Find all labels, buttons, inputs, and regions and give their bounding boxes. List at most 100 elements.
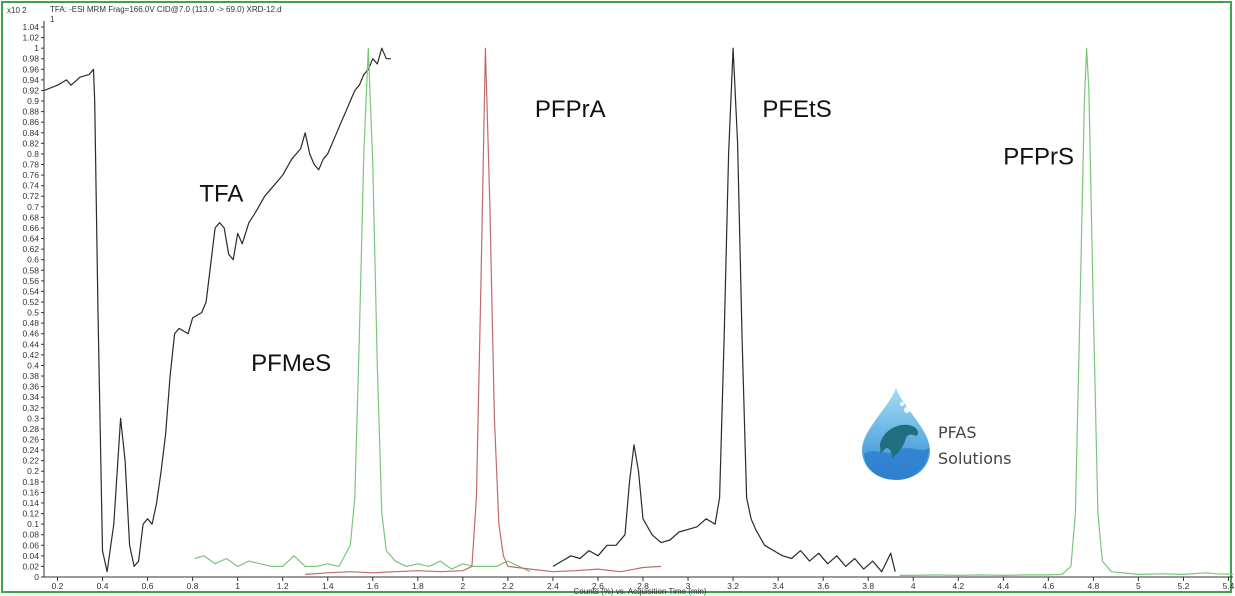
y-tick-label: 0.96 bbox=[22, 64, 39, 74]
x-tick-label: 2.8 bbox=[637, 581, 649, 591]
x-tick-label: 5.4 bbox=[1223, 581, 1235, 591]
y-tick-label: 0.6 bbox=[27, 255, 39, 265]
peak-labels: TFA PFMeS PFPrA PFEtS PFPrS bbox=[199, 96, 1074, 377]
logo-text-line1: PFAS bbox=[938, 423, 976, 442]
y-tick-label: 0.98 bbox=[22, 54, 39, 64]
series-line-1 bbox=[43, 47, 391, 573]
wave-icon bbox=[864, 448, 929, 479]
y-tick-label: 0.14 bbox=[22, 498, 39, 508]
x-tick-label: 5.2 bbox=[1178, 581, 1190, 591]
y-tick-label: 0.12 bbox=[22, 509, 39, 519]
y-tick-label: 0.94 bbox=[22, 75, 39, 85]
y-tick-label: 0.1 bbox=[27, 519, 39, 529]
y-tick-label: 0.22 bbox=[22, 456, 39, 466]
y-multiplier: x10 2 bbox=[7, 6, 27, 15]
y-axis-ticks: 00.020.040.060.080.10.120.140.160.180.20… bbox=[22, 22, 44, 582]
y-tick-label: 0.58 bbox=[22, 265, 39, 275]
x-tick-label: 1.6 bbox=[367, 581, 379, 591]
y-tick-label: 0.38 bbox=[22, 371, 39, 381]
y-tick-label: 0.34 bbox=[22, 392, 39, 402]
peak-label-pfprs: PFPrS bbox=[1003, 144, 1074, 171]
y-tick-label: 0.82 bbox=[22, 138, 39, 148]
x-tick-label: 0.4 bbox=[97, 581, 109, 591]
y-tick-label: 1.02 bbox=[22, 33, 39, 43]
x-tick-label: 0.6 bbox=[142, 581, 154, 591]
peak-label-pfmes: PFMeS bbox=[251, 350, 331, 377]
y-tick-label: 0.72 bbox=[22, 191, 39, 201]
x-tick-label: 1.8 bbox=[412, 581, 424, 591]
x-tick-label: 0.2 bbox=[52, 581, 64, 591]
peak-label-tfa: TFA bbox=[199, 181, 243, 208]
y-tick-label: 0.86 bbox=[22, 117, 39, 127]
x-axis-ticks: 0.2 0.4 0.6 0.8 1 1.2 1.4 1.6 1.8 2 2.2 2.4 2.6 2.8 3 3… bbox=[52, 577, 1235, 591]
series-line-3 bbox=[194, 47, 531, 573]
x-tick-label: 3 bbox=[686, 581, 691, 591]
x-tick-label: 1.4 bbox=[322, 581, 334, 591]
x-tick-label: 1 bbox=[235, 581, 240, 591]
series-line-4 bbox=[305, 47, 662, 575]
x-tick-label: 2.4 bbox=[547, 581, 559, 591]
x-tick-label: 3.4 bbox=[772, 581, 784, 591]
y-tick-label: 0.16 bbox=[22, 487, 39, 497]
x-tick-label: 0.8 bbox=[187, 581, 199, 591]
y-tick-label: 0.02 bbox=[22, 561, 39, 571]
series-line-5 bbox=[899, 47, 1234, 576]
y-tick-label: 0.78 bbox=[22, 160, 39, 170]
y-tick-label: 0.9 bbox=[27, 96, 39, 106]
y-tick-label: 0.2 bbox=[27, 466, 39, 476]
y-tick-label: 0.88 bbox=[22, 107, 39, 117]
y-tick-label: 0.08 bbox=[22, 530, 39, 540]
y-tick-label: 1.04 bbox=[22, 22, 39, 32]
y-tick-label: 0.52 bbox=[22, 297, 39, 307]
y-tick-label: 0.84 bbox=[22, 128, 39, 138]
y-tick-label: 0.56 bbox=[22, 276, 39, 286]
x-tick-label: 4.4 bbox=[997, 581, 1009, 591]
y-tick-label: 0.76 bbox=[22, 170, 39, 180]
peak-label-pfets: PFEtS bbox=[762, 96, 831, 123]
y-tick-label: 0.42 bbox=[22, 350, 39, 360]
x-tick-label: 2.2 bbox=[502, 581, 514, 591]
y-tick-label: 0.36 bbox=[22, 382, 39, 392]
series-group bbox=[43, 47, 1234, 576]
x-tick-label: 3.8 bbox=[862, 581, 874, 591]
x-tick-label: 4 bbox=[911, 581, 916, 591]
chart-header-index: 1 bbox=[50, 15, 55, 24]
y-tick-label: 0 bbox=[34, 572, 39, 582]
y-tick-label: 0.04 bbox=[22, 551, 39, 561]
y-tick-label: 0.3 bbox=[27, 413, 39, 423]
x-tick-label: 5 bbox=[1136, 581, 1141, 591]
y-tick-label: 0.24 bbox=[22, 445, 39, 455]
series-line-2 bbox=[552, 47, 896, 573]
y-tick-label: 0.62 bbox=[22, 244, 39, 254]
x-tick-label: 3.2 bbox=[727, 581, 739, 591]
y-tick-label: 0.18 bbox=[22, 477, 39, 487]
x-tick-label: 4.2 bbox=[952, 581, 964, 591]
y-tick-label: 0.4 bbox=[27, 360, 39, 370]
bubble-icon bbox=[904, 407, 910, 413]
bubble-icon-small bbox=[900, 402, 904, 406]
y-tick-label: 0.92 bbox=[22, 85, 39, 95]
fish-icon bbox=[880, 424, 919, 458]
logo-text-line2: Solutions bbox=[938, 449, 1012, 468]
y-tick-label: 0.5 bbox=[27, 308, 39, 318]
axes bbox=[43, 21, 1233, 578]
y-tick-label: 0.48 bbox=[22, 318, 39, 328]
y-tick-label: 0.74 bbox=[22, 181, 39, 191]
y-tick-label: 0.68 bbox=[22, 212, 39, 222]
y-tick-label: 0.26 bbox=[22, 435, 39, 445]
x-axis-label: Counts (%) vs. Acquisition Time (min) bbox=[574, 587, 707, 596]
y-tick-label: 0.54 bbox=[22, 286, 39, 296]
y-tick-label: 0.28 bbox=[22, 424, 39, 434]
pfas-solutions-logo: PFAS Solutions bbox=[862, 388, 1012, 480]
x-tick-label: 4.6 bbox=[1042, 581, 1054, 591]
y-tick-label: 0.32 bbox=[22, 403, 39, 413]
y-tick-label: 0.7 bbox=[27, 202, 39, 212]
x-tick-label: 2.6 bbox=[592, 581, 604, 591]
x-tick-label: 2 bbox=[460, 581, 465, 591]
y-tick-label: 0.66 bbox=[22, 223, 39, 233]
y-tick-label: 0.64 bbox=[22, 234, 39, 244]
x-tick-label: 4.8 bbox=[1087, 581, 1099, 591]
x-tick-label: 1.2 bbox=[277, 581, 289, 591]
